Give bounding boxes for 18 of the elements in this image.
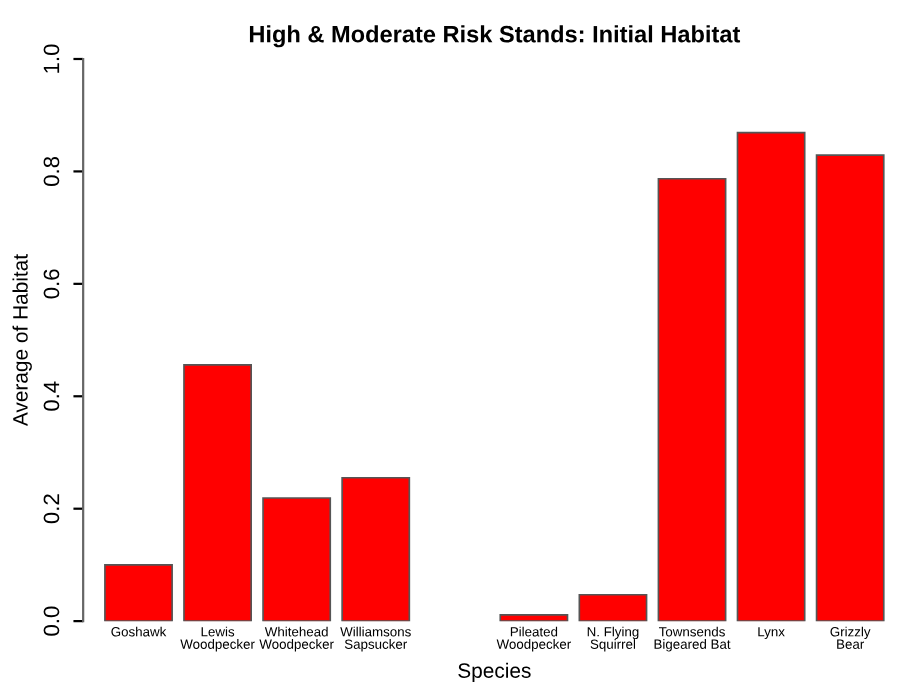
chart-title: High & Moderate Risk Stands: Initial Habitat (249, 25, 741, 48)
y-tick-label: 1.0 (43, 44, 60, 73)
y-tick-label: 0.2 (43, 494, 60, 524)
bar (262, 497, 332, 622)
bar (183, 363, 253, 622)
x-axis-title: Species (458, 662, 531, 683)
bar (499, 614, 569, 622)
y-axis-title: Average of Habitat (12, 254, 32, 427)
bar (657, 177, 727, 622)
y-tick-label: 0.8 (43, 156, 60, 186)
y-tick-label: 0.0 (43, 606, 60, 636)
bar (815, 154, 885, 622)
y-tick-label: 0.6 (43, 269, 60, 299)
bar (341, 476, 411, 622)
bar (578, 593, 648, 622)
y-tick-label: 0.4 (43, 381, 60, 411)
bar (104, 564, 173, 622)
bar (736, 131, 806, 622)
